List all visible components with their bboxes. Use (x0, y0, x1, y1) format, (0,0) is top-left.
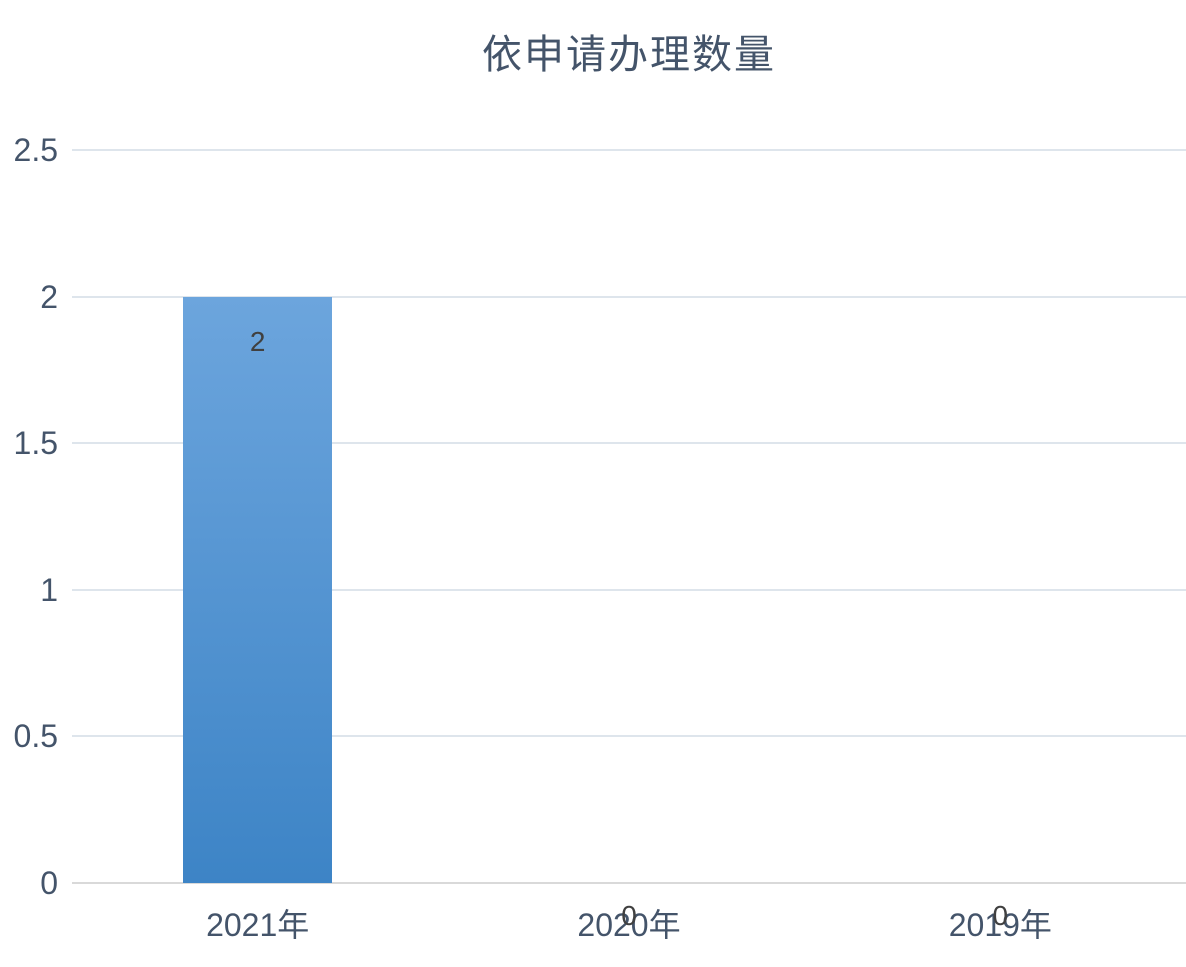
gridline (72, 295, 1186, 298)
y-axis-tick-label: 1.5 (13, 425, 58, 462)
data-label: 0 (992, 900, 1009, 931)
gridline (72, 735, 1186, 738)
x-axis-category-label: 2020年 (577, 907, 681, 943)
y-axis-tick-label: 2.5 (13, 132, 58, 168)
data-label: 0 (621, 900, 637, 931)
gridline (72, 149, 1186, 151)
bar (183, 296, 332, 883)
chart-title: 依申请办理数量 (482, 32, 776, 78)
y-axis-tick-label: 1 (40, 571, 58, 608)
gridline (72, 588, 1186, 591)
y-axis-tick-label: 0.5 (13, 718, 58, 755)
x-axis-category-label: 2021年 (206, 907, 310, 943)
y-axis-tick-label: 0 (40, 865, 58, 901)
y-axis-tick-label: 2 (40, 278, 58, 315)
x-axis-baseline (72, 882, 1186, 884)
data-label: 2 (249, 325, 266, 357)
x-axis-category-label: 2019年 (948, 907, 1052, 943)
gridline (72, 442, 1186, 445)
